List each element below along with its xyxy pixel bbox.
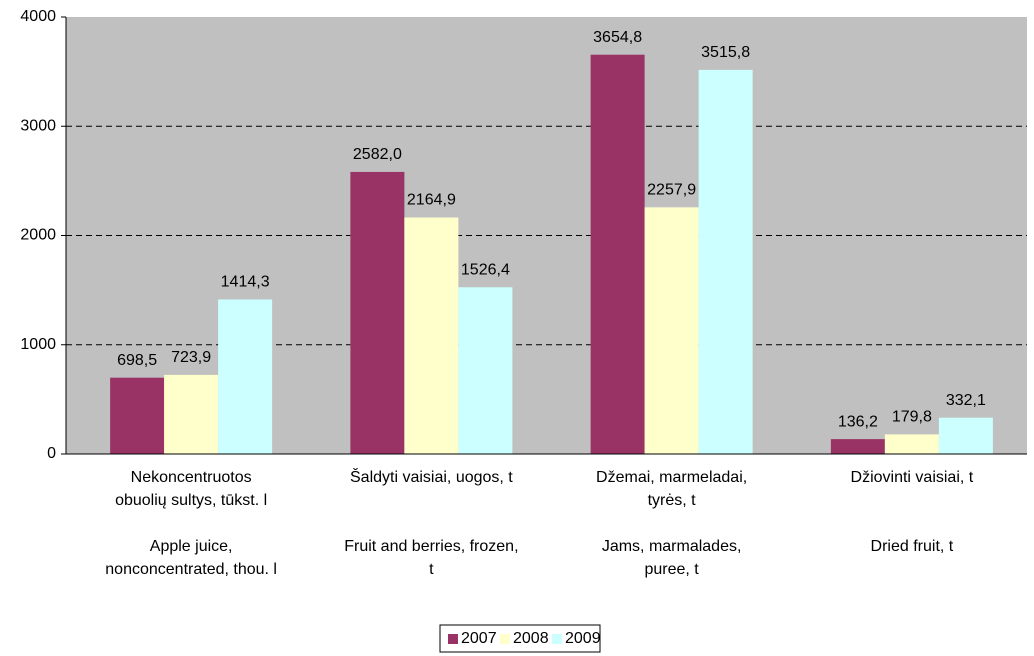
- data-label: 2164,9: [407, 192, 456, 209]
- y-tick-label: 1000: [20, 336, 56, 353]
- data-label: 1414,3: [221, 274, 270, 291]
- legend-swatch: [500, 634, 510, 644]
- y-tick-label: 4000: [20, 8, 56, 25]
- bar: [938, 417, 993, 454]
- data-label: 698,5: [117, 352, 157, 369]
- y-tick-label: 2000: [20, 227, 56, 244]
- data-label: 3654,8: [593, 29, 642, 46]
- bar: [350, 171, 405, 454]
- bar: [218, 299, 273, 454]
- bar: [698, 69, 753, 454]
- bar: [404, 217, 459, 454]
- bar: [110, 377, 165, 454]
- data-label: 1526,4: [461, 261, 510, 278]
- bar: [644, 207, 699, 454]
- data-label: 332,1: [946, 392, 986, 409]
- x-tick-label: Nekoncentruotos obuolių sultys, tūkst. l…: [105, 469, 277, 578]
- legend-label: 2009: [565, 630, 601, 647]
- data-label: 2257,9: [647, 182, 696, 199]
- legend-label: 2007: [461, 630, 497, 647]
- legend-label: 2008: [513, 630, 549, 647]
- data-label: 136,2: [838, 413, 878, 430]
- x-tick-label: Džiovinti vaisiai, t Dried fruit, t: [850, 469, 974, 555]
- bar: [884, 434, 939, 454]
- x-tick-label: Džemai, marmeladai, tyrės, t Jams, marma…: [596, 469, 748, 578]
- y-tick-label: 3000: [20, 117, 56, 134]
- x-tick-label: Šaldyti vaisiai, uogos, t Fruit and berr…: [344, 469, 519, 578]
- data-label: 179,8: [892, 409, 932, 426]
- data-label: 2582,0: [353, 146, 402, 163]
- legend-box: [439, 624, 601, 653]
- bar: [164, 374, 219, 454]
- data-label: 723,9: [171, 349, 211, 366]
- bar: [830, 439, 885, 454]
- data-label: 3515,8: [701, 44, 750, 61]
- legend-swatch: [448, 634, 458, 644]
- bar: [590, 54, 645, 454]
- bar: [458, 287, 513, 454]
- legend-swatch: [552, 634, 562, 644]
- y-tick-label: 0: [47, 445, 56, 462]
